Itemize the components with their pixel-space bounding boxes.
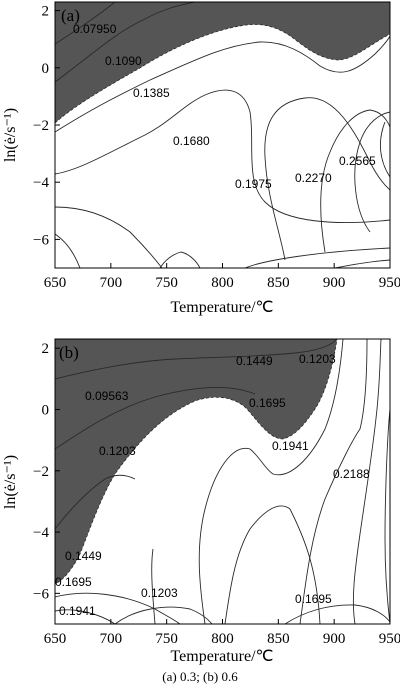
contour-label: 0.1203 — [99, 444, 136, 458]
x-tick-label: 850 — [267, 275, 290, 291]
x-axis-label: Temperature/℃ — [170, 648, 273, 665]
contour-label: 0.09563 — [85, 389, 129, 403]
x-axis: 650 700 750 800 850 900 950 — [44, 263, 400, 291]
contour-lines — [55, 339, 390, 624]
contour-label: 0.1941 — [272, 439, 309, 453]
contour-label: 0.1449 — [236, 354, 273, 368]
y-tick-label: −4 — [33, 175, 49, 191]
instability-region — [55, 2, 390, 124]
contour-label: 0.1090 — [105, 54, 142, 68]
contour-label: 0.1203 — [299, 352, 336, 366]
y-tick-label: 2 — [42, 4, 50, 20]
contour-labels: 0.09563 0.1449 0.1203 0.1695 0.1203 0.19… — [55, 352, 370, 618]
contour-label: 0.07950 — [73, 22, 117, 36]
contour-label: 0.1975 — [235, 177, 272, 191]
y-axis-label: ln(ė/s⁻¹) — [2, 455, 19, 509]
contour-label: 0.1203 — [141, 586, 178, 600]
contour-lines — [55, 2, 390, 268]
y-tick-label: −6 — [33, 232, 49, 248]
contour-label: 0.1941 — [59, 604, 96, 618]
x-tick-label: 950 — [379, 631, 400, 647]
x-tick-label: 650 — [44, 275, 67, 291]
contour-label: 0.1680 — [173, 134, 210, 148]
x-tick-label: 850 — [267, 631, 290, 647]
instability-region — [55, 339, 338, 585]
y-tick-label: 2 — [42, 341, 50, 357]
contour-label: 0.2270 — [295, 171, 332, 185]
x-tick-label: 750 — [155, 275, 178, 291]
y-tick-label: 0 — [42, 402, 50, 418]
x-tick-label: 700 — [100, 631, 123, 647]
x-tick-label: 800 — [211, 275, 234, 291]
x-tick-label: 950 — [379, 275, 400, 291]
contour-label: 0.1385 — [133, 86, 170, 100]
x-tick-label: 800 — [211, 631, 234, 647]
y-axis: 2 0 −2 −4 −6 — [33, 341, 60, 602]
panel-label: (b) — [59, 343, 79, 362]
y-tick-label: 0 — [42, 61, 50, 77]
panel-a: 0.07950 0.1090 0.1385 0.1680 0.1975 0.22… — [2, 1, 400, 316]
x-tick-label: 900 — [323, 275, 346, 291]
y-axis: 2 0 −2 −4 −6 — [33, 4, 60, 248]
contour-label: 0.2565 — [339, 154, 376, 168]
panel-b: 0.09563 0.1449 0.1203 0.1695 0.1203 0.19… — [2, 338, 400, 665]
panel-label: (a) — [61, 6, 80, 25]
contour-label: 0.1695 — [249, 396, 286, 410]
x-tick-label: 700 — [100, 275, 123, 291]
contour-label: 0.1695 — [295, 592, 332, 606]
figure-caption: (a) 0.3; (b) 0.6 — [162, 669, 238, 684]
contour-label: 0.2188 — [333, 467, 370, 481]
x-tick-label: 650 — [44, 631, 67, 647]
y-tick-label: −6 — [33, 586, 49, 602]
x-tick-label: 900 — [323, 631, 346, 647]
x-axis-label: Temperature/℃ — [170, 299, 273, 316]
contour-label: 0.1695 — [55, 575, 92, 589]
contour-label: 0.1449 — [65, 549, 102, 563]
y-tick-label: −2 — [33, 118, 49, 134]
x-axis: 650 700 750 800 850 900 950 — [44, 619, 400, 647]
x-tick-label: 750 — [155, 631, 178, 647]
contour-labels: 0.07950 0.1090 0.1385 0.1680 0.1975 0.22… — [73, 22, 376, 191]
y-tick-label: −2 — [33, 464, 49, 480]
y-tick-label: −4 — [33, 525, 49, 541]
y-axis-label: ln(ė/s⁻¹) — [2, 108, 19, 162]
